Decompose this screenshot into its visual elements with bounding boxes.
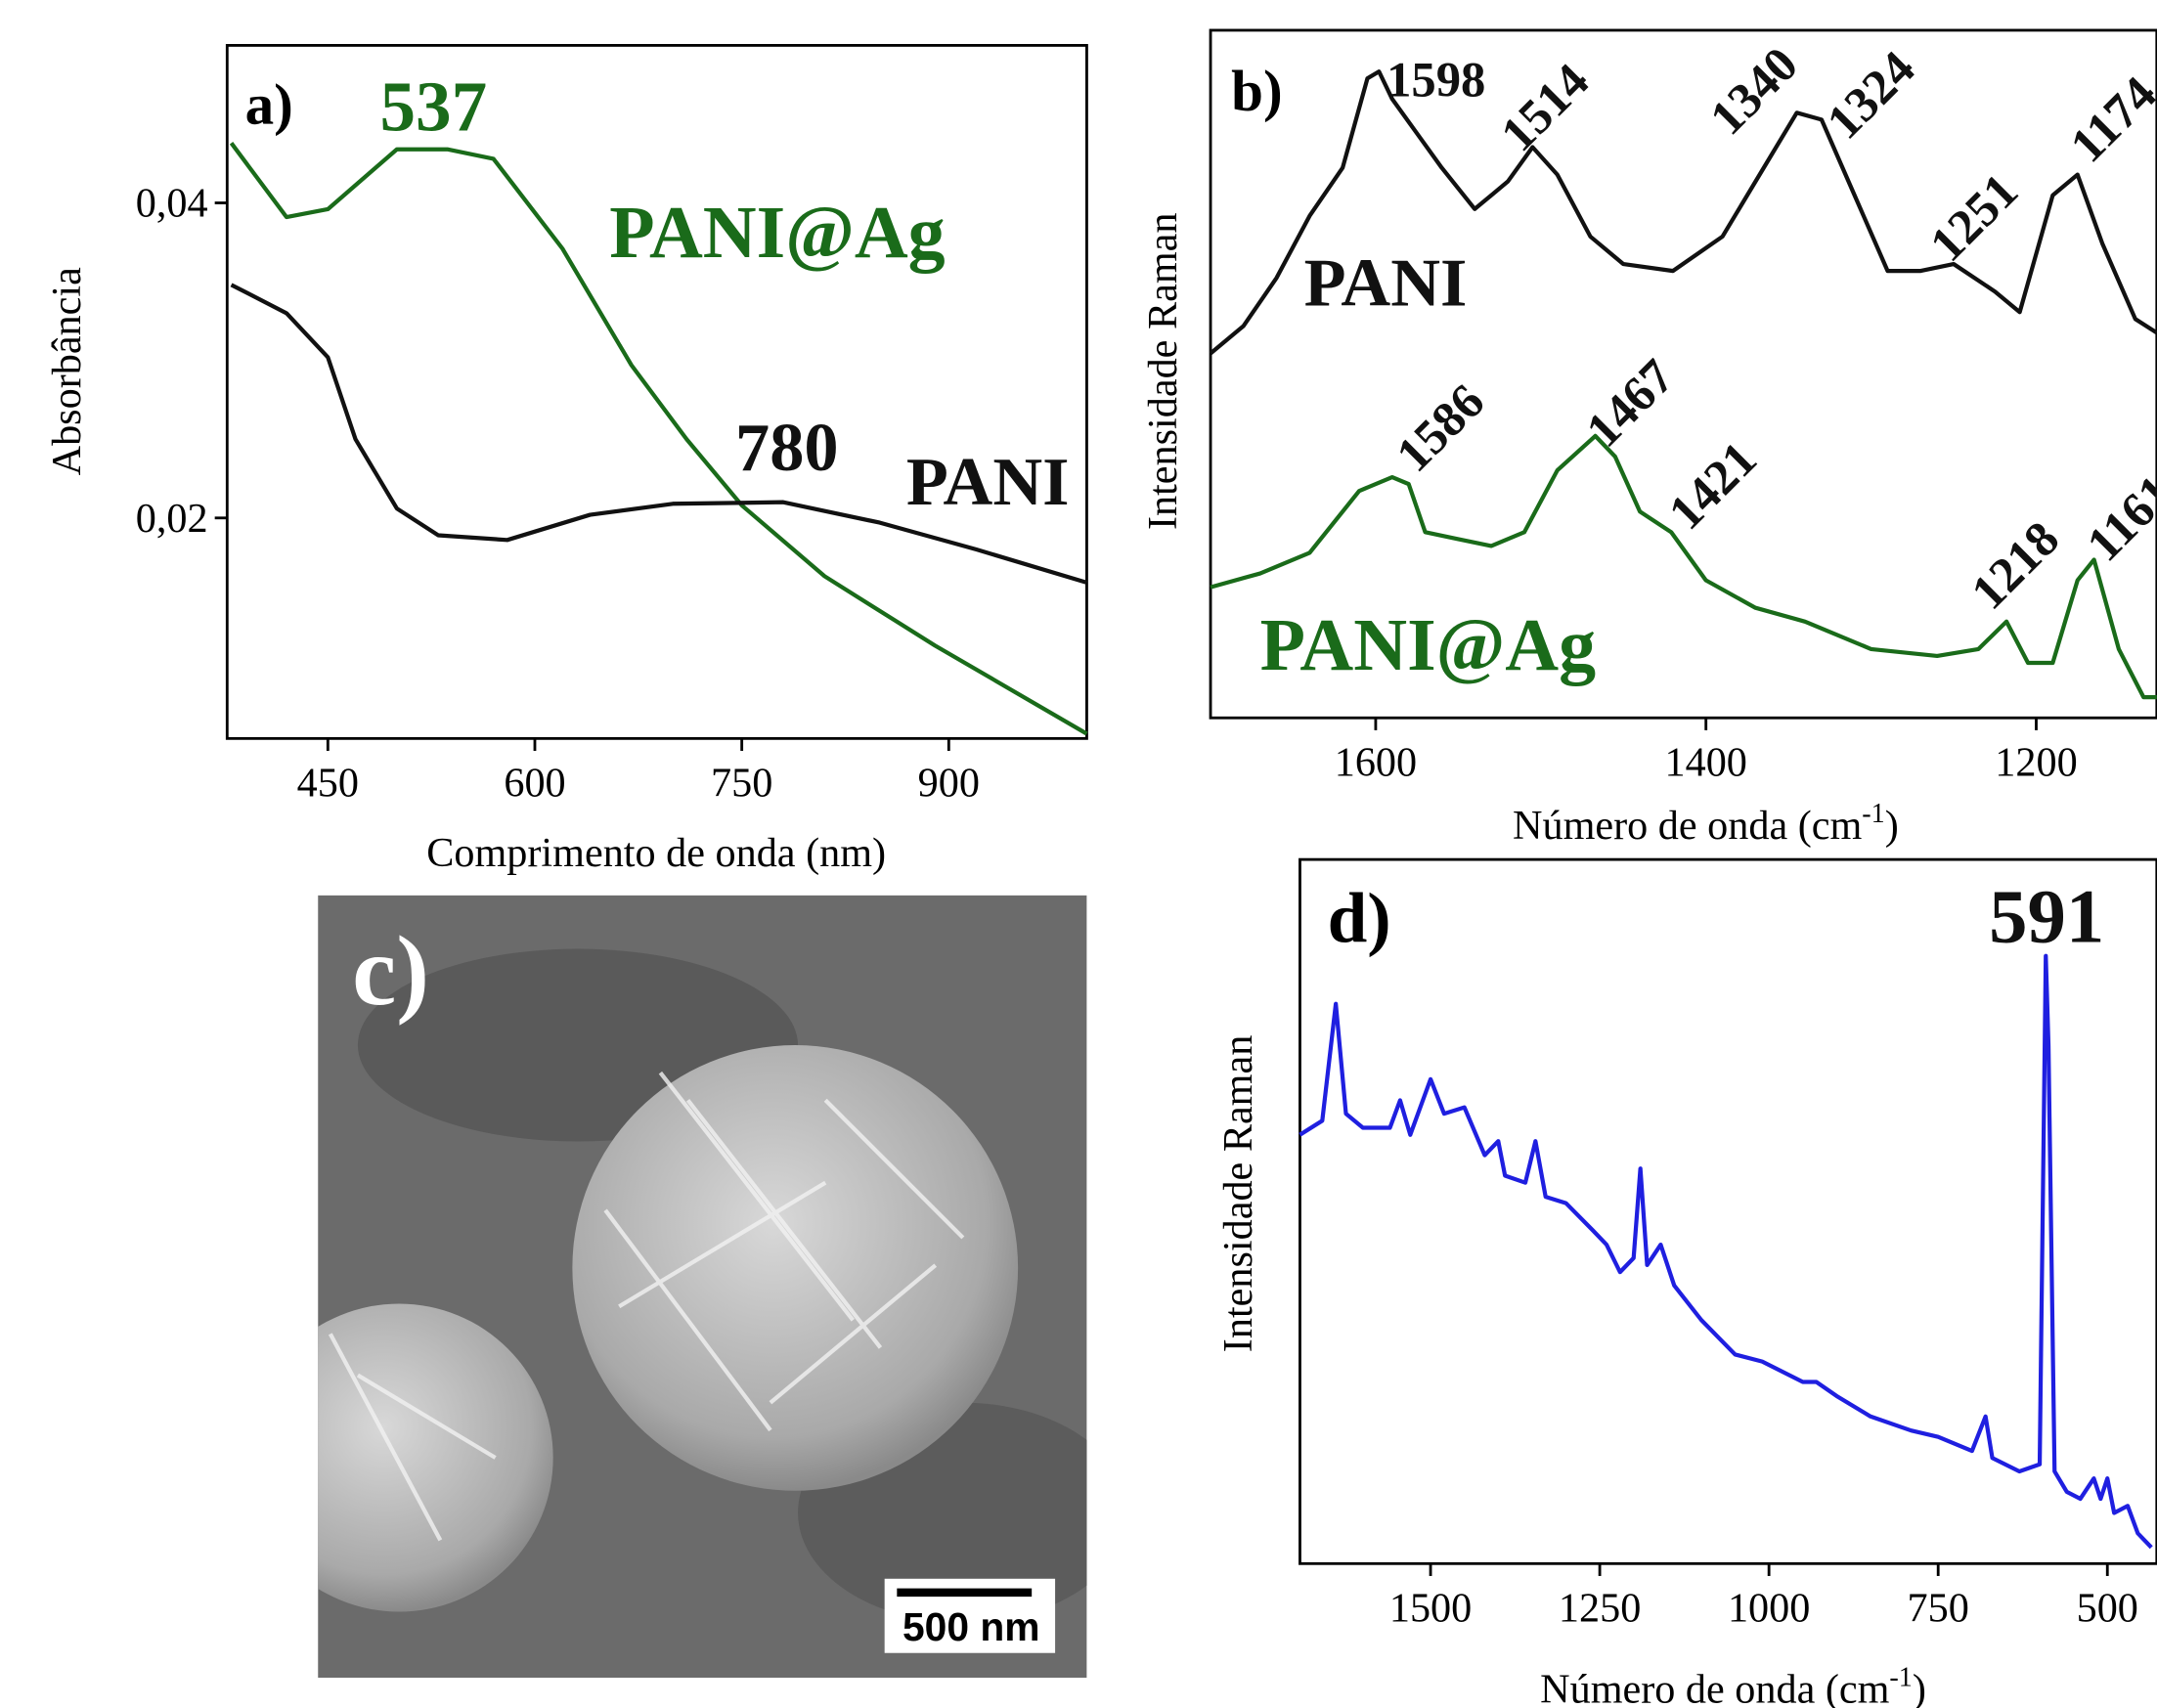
y-tick-label: 0,04 xyxy=(136,181,208,227)
x-tick-label: 1200 xyxy=(1995,739,2077,785)
page: {"chart_data": [ {"type": "line", "panel… xyxy=(0,0,2157,1708)
x-axis-label: Número de onda (cm-1) xyxy=(1540,1662,1926,1708)
annotation: 780 xyxy=(735,410,838,486)
y-tick-label: 0,02 xyxy=(136,496,208,542)
x-axis-label-end: ) xyxy=(1885,803,1899,849)
x-tick-label: 500 xyxy=(2077,1585,2138,1631)
x-tick-label: 600 xyxy=(504,760,565,806)
x-axis-label-text: Número de onda (cm xyxy=(1513,803,1862,849)
x-tick-label: 1500 xyxy=(1389,1585,1472,1631)
figure: 500 nm c) 450 600 750 900 0,02 0,04 Compriment… xyxy=(0,0,2157,1708)
x-tick-label: 750 xyxy=(711,760,772,806)
panel-label: a) xyxy=(245,72,293,137)
y-axis-label: Intensidade Raman xyxy=(1140,213,1186,531)
annotation: 591 xyxy=(1989,875,2104,960)
x-axis-label-text: Comprimento de onda (nm) xyxy=(426,830,886,876)
x-axis-label-text: Número de onda (cm xyxy=(1540,1666,1889,1708)
annotation: 537 xyxy=(379,67,487,147)
sem-sphere xyxy=(572,1045,1018,1491)
y-axis-label: Intensidade Raman xyxy=(1215,1035,1261,1353)
x-axis-label-sup: -1 xyxy=(1889,1662,1912,1692)
panel-label: b) xyxy=(1231,59,1283,123)
panel-label: d) xyxy=(1328,879,1391,958)
x-tick-label: 1000 xyxy=(1728,1585,1810,1631)
x-axis-label: Comprimento de onda (nm) xyxy=(426,830,886,876)
annotation: 1598 xyxy=(1387,52,1485,107)
annotation: PANI@Ag xyxy=(609,192,945,274)
x-axis-label-sup: -1 xyxy=(1862,799,1884,829)
x-tick-label: 750 xyxy=(1908,1585,1969,1631)
x-tick-label: 450 xyxy=(297,760,359,806)
annotation: PANI xyxy=(906,444,1070,520)
annotation: PANI xyxy=(1304,244,1468,321)
x-axis-label-end: ) xyxy=(1913,1666,1926,1708)
annotation: PANI@Ag xyxy=(1260,604,1596,686)
x-axis-label: Número de onda (cm-1) xyxy=(1513,799,1899,849)
panel-label: c) xyxy=(352,916,429,1026)
x-tick-label: 1250 xyxy=(1559,1585,1641,1631)
y-axis-label: Absorbância xyxy=(44,267,90,475)
x-tick-label: 1400 xyxy=(1665,739,1747,785)
x-tick-label: 900 xyxy=(918,760,980,806)
x-tick-label: 1600 xyxy=(1335,739,1417,785)
sem-image: 500 nm c) xyxy=(245,896,1128,1678)
scale-bar-label: 500 nm xyxy=(902,1604,1040,1649)
